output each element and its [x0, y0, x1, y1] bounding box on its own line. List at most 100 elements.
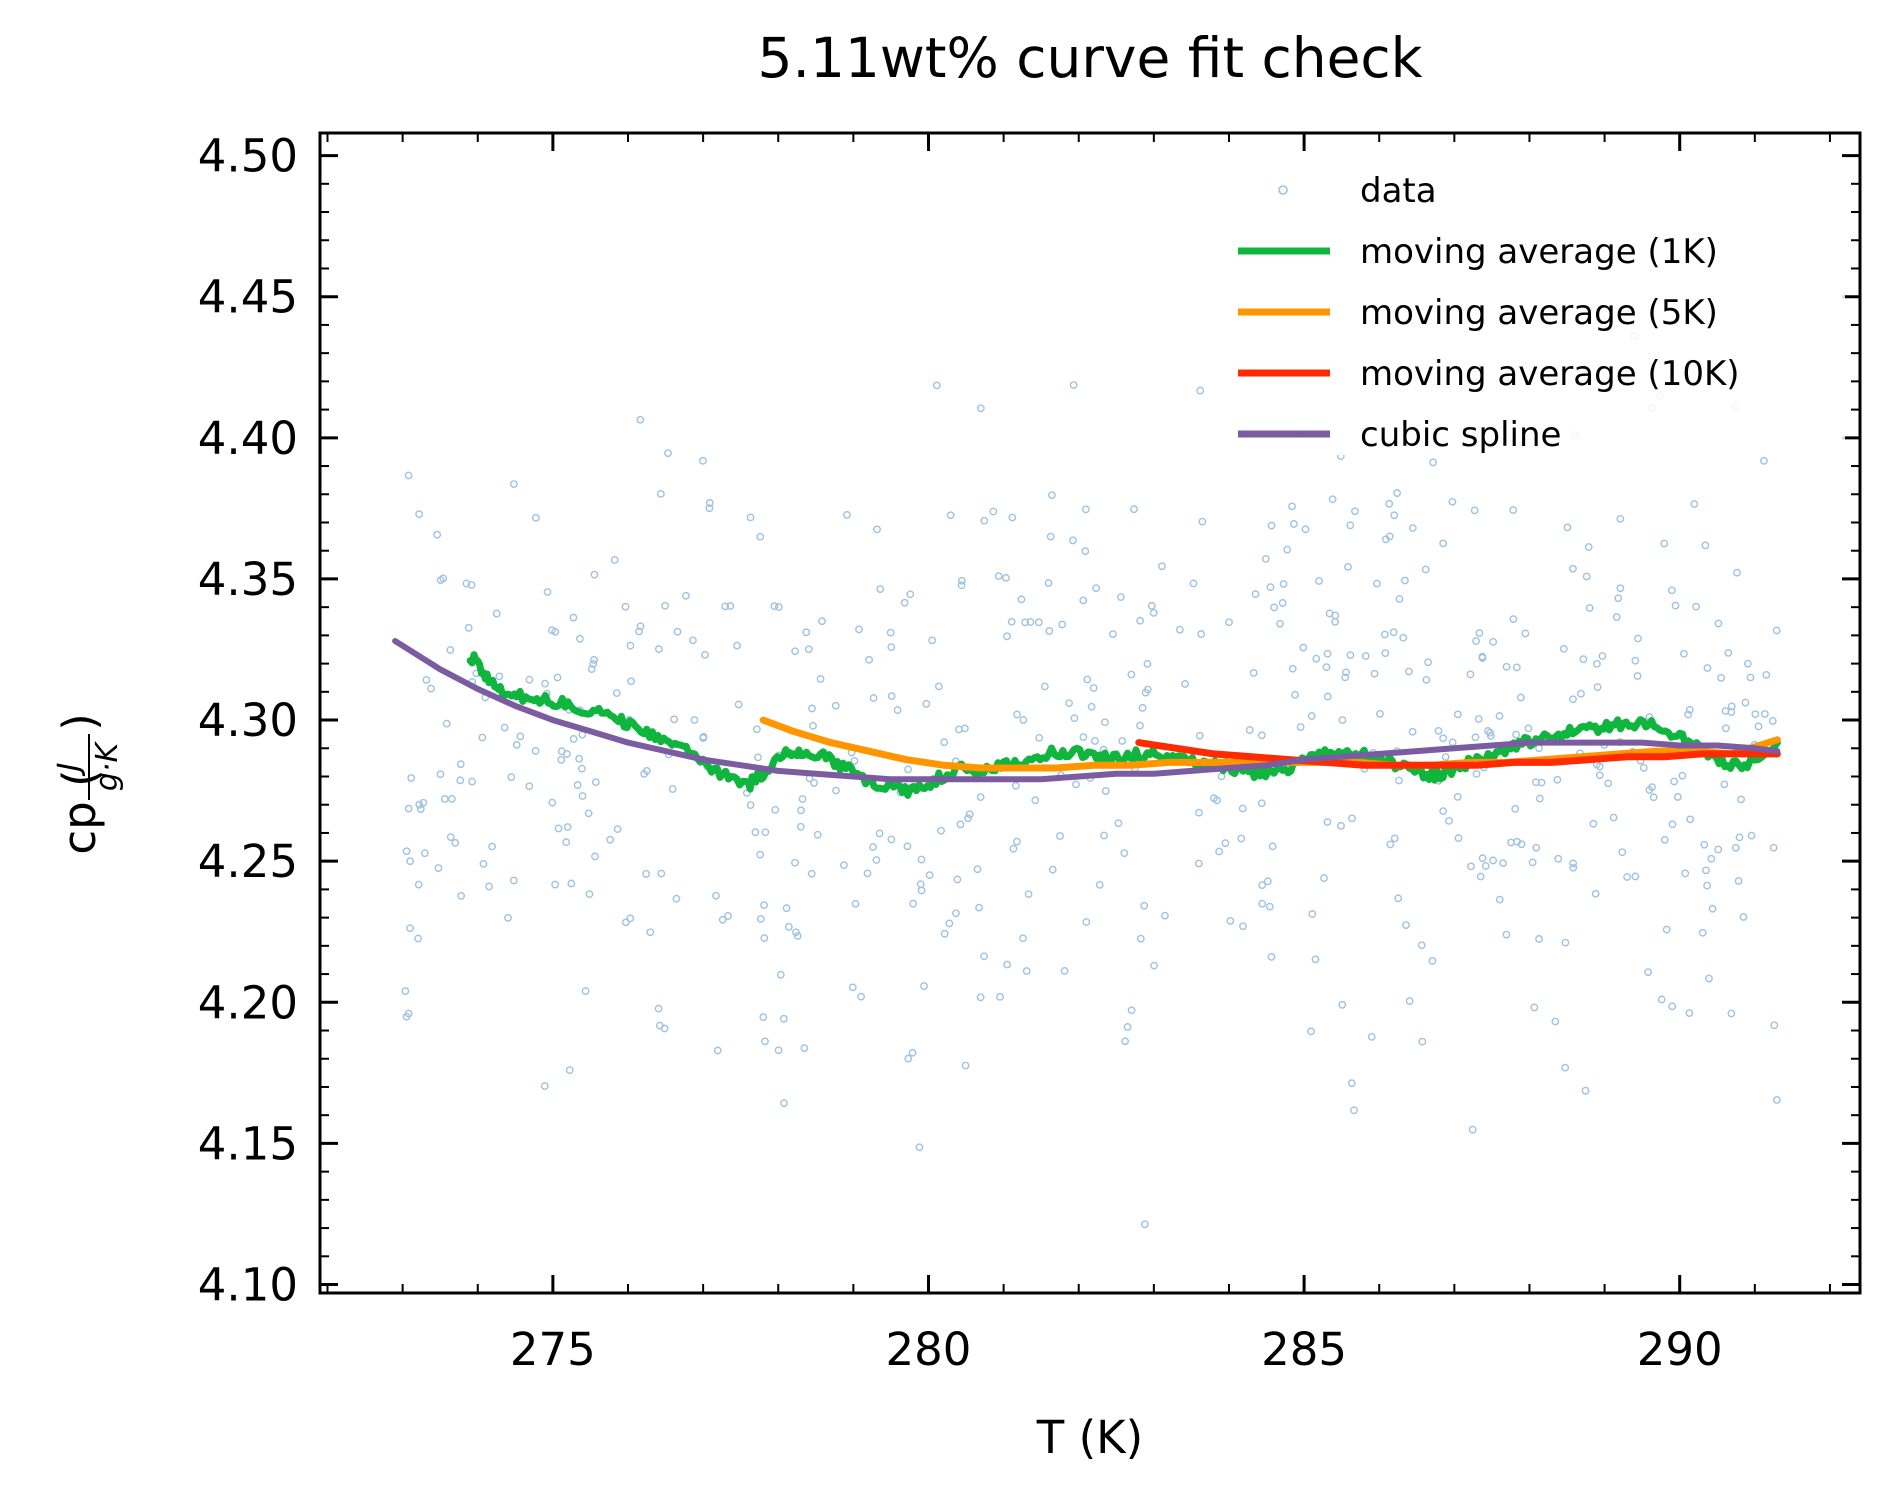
y-tick-label: 4.30: [198, 694, 298, 747]
data-point: [1323, 818, 1332, 826]
data-point: [1727, 708, 1736, 716]
data-point: [1127, 670, 1136, 679]
data-point: [705, 499, 714, 507]
series-line-3: [392, 638, 1781, 783]
data-point: [1703, 664, 1712, 672]
data-point: [1705, 974, 1713, 983]
data-point: [759, 1013, 768, 1022]
data-point: [1554, 854, 1563, 863]
x-tick-label: 285: [1261, 1323, 1347, 1376]
data-point: [800, 1044, 809, 1053]
data-point: [1338, 716, 1347, 725]
data-point: [1470, 506, 1479, 515]
data-point: [1048, 865, 1057, 874]
data-point: [1692, 602, 1701, 611]
data-point: [887, 835, 896, 844]
data-point: [1648, 783, 1657, 792]
data-point: [1720, 780, 1729, 789]
data-point: [908, 1048, 917, 1057]
data-point: [1512, 663, 1521, 672]
data-point: [797, 806, 805, 815]
data-point: [557, 747, 566, 756]
data-point: [642, 766, 651, 775]
data-point: [1495, 895, 1504, 904]
data-point: [1668, 1002, 1677, 1011]
data-point: [1221, 839, 1230, 848]
data-point: [1667, 586, 1676, 595]
data-point: [1631, 872, 1640, 881]
data-point: [504, 914, 512, 922]
y-axis-title: cp ( J g·K ): [52, 713, 125, 854]
data-point: [804, 645, 813, 654]
data-point: [1320, 874, 1328, 882]
data-point: [1045, 627, 1054, 635]
data-point: [1644, 968, 1653, 977]
data-point: [1524, 724, 1533, 733]
data-point: [1618, 848, 1627, 857]
data-point: [1604, 779, 1613, 788]
data-point: [1698, 928, 1707, 937]
series-line-2: [1135, 739, 1781, 769]
data-point: [1581, 1086, 1590, 1095]
data-point: [956, 820, 965, 829]
data-point: [855, 625, 863, 634]
data-point: [761, 828, 770, 837]
data-point: [1307, 1027, 1315, 1036]
data-point: [457, 892, 466, 900]
data-point: [1307, 712, 1316, 720]
data-point: [875, 829, 884, 838]
data-point: [420, 849, 429, 858]
data-point: [1660, 835, 1669, 844]
data-point: [479, 859, 488, 868]
data-point: [1633, 672, 1642, 680]
data-point: [904, 765, 913, 774]
data-point: [1681, 869, 1690, 878]
data-point: [1092, 584, 1101, 593]
data-point: [746, 513, 755, 522]
data-point: [464, 623, 473, 632]
data-point: [664, 449, 672, 458]
data-point: [865, 655, 874, 664]
data-point: [793, 932, 802, 940]
data-point: [756, 532, 765, 541]
data-point: [554, 824, 563, 833]
data-point: [1296, 723, 1305, 731]
data-point: [1138, 703, 1147, 712]
data-point: [1147, 601, 1156, 610]
data-point: [925, 871, 934, 880]
data-point: [551, 627, 560, 636]
data-point: [1276, 619, 1284, 628]
data-point: [1717, 673, 1725, 682]
data-point: [770, 602, 779, 611]
data-point: [779, 1014, 788, 1023]
data-point: [1194, 859, 1203, 868]
data-point: [1257, 731, 1266, 740]
data-point: [446, 833, 455, 842]
data-point: [1489, 638, 1498, 646]
data-point: [1258, 881, 1267, 890]
legend-label: data: [1360, 171, 1437, 211]
data-point: [810, 779, 818, 787]
data-point: [1593, 683, 1602, 691]
data-point: [1657, 995, 1666, 1004]
data-point: [1476, 872, 1485, 881]
data-point: [626, 641, 635, 650]
data-point: [1660, 539, 1669, 548]
data-point: [635, 627, 643, 636]
data-point: [940, 738, 949, 747]
data-point: [1769, 843, 1778, 852]
data-point: [1707, 854, 1716, 863]
data-point: [869, 694, 878, 702]
data-point: [1288, 502, 1296, 511]
data-point: [1495, 712, 1504, 720]
data-point: [1649, 793, 1658, 802]
data-point: [1299, 643, 1308, 652]
data-point: [980, 952, 988, 961]
data-point: [1351, 507, 1359, 516]
data-point: [1342, 668, 1350, 677]
data-point: [1700, 840, 1709, 849]
data-point: [1337, 821, 1345, 830]
data-point: [922, 699, 931, 708]
y-tick-label: 4.40: [198, 412, 298, 465]
data-point: [1065, 699, 1074, 708]
